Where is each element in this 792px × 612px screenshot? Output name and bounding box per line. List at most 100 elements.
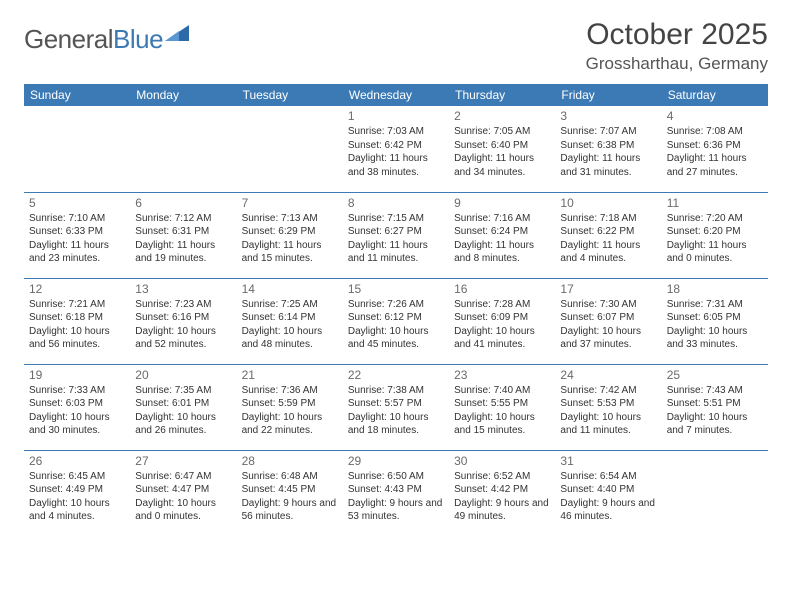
logo-triangle-icon <box>165 23 191 48</box>
sunrise-line: Sunrise: 7:26 AM <box>348 298 444 312</box>
sunset-line: Sunset: 4:43 PM <box>348 483 444 497</box>
calendar-header-row: SundayMondayTuesdayWednesdayThursdayFrid… <box>24 84 768 106</box>
calendar-day-cell: 31Sunrise: 6:54 AMSunset: 4:40 PMDayligh… <box>555 450 661 536</box>
calendar-day-cell: 8Sunrise: 7:15 AMSunset: 6:27 PMDaylight… <box>343 192 449 278</box>
weekday-header: Saturday <box>662 84 768 106</box>
sunset-line: Sunset: 6:40 PM <box>454 139 550 153</box>
day-number: 26 <box>29 454 125 468</box>
calendar-week-row: 19Sunrise: 7:33 AMSunset: 6:03 PMDayligh… <box>24 364 768 450</box>
sunrise-line: Sunrise: 6:45 AM <box>29 470 125 484</box>
month-title: October 2025 <box>586 18 768 52</box>
calendar-week-row: 12 Sunrise: 7:21 AMSunset: 6:18 PM Dayligh… <box>24 278 768 364</box>
daylight-line: Daylight: 10 hours and 45 minutes. <box>348 325 444 352</box>
sunrise-line: Sunrise: 7:15 AM <box>348 212 444 226</box>
sunrise-line: Sunrise: 7:30 AM <box>560 298 656 312</box>
sunset-line: Sunset: 6:33 PM <box>29 225 125 239</box>
calendar-day-cell: 4Sunrise: 7:08 AMSunset: 6:36 PMDaylight… <box>662 106 768 192</box>
daylight-line: Daylight: 10 hours and 30 minutes. <box>29 411 125 438</box>
sunrise-line: Sunrise: 6:52 AM <box>454 470 550 484</box>
sunrise-line: Sunrise: 7:35 AM <box>135 384 231 398</box>
sunrise-line: Sunrise: 6:50 AM <box>348 470 444 484</box>
day-number: 3 <box>560 109 656 123</box>
sunset-line: Sunset: 6:09 PM <box>454 311 550 325</box>
sunset-line: Sunset: 6:01 PM <box>135 397 231 411</box>
day-number: 31 <box>560 454 656 468</box>
daylight-line: Daylight: 10 hours and 48 minutes. <box>242 325 338 352</box>
calendar-day-cell: 30 Sunrise: 6:52 AMSunset: 4:42 PMDayligh… <box>449 450 555 536</box>
sunrise-line: Sunrise: 6:48 AM <box>242 470 338 484</box>
calendar-day-cell <box>662 450 768 536</box>
calendar-day-cell: 11Sunrise: 7:20 AMSunset: 6:20 PMDayligh… <box>662 192 768 278</box>
daylight-line: Daylight: 11 hours and 19 minutes. <box>135 239 231 266</box>
sunrise-line: Sunrise: 7:18 AM <box>560 212 656 226</box>
calendar-day-cell: 17Sunrise: 7:30 AMSunset: 6:07 PMDayligh… <box>555 278 661 364</box>
calendar-day-cell <box>237 106 343 192</box>
day-number: 22 <box>348 368 444 382</box>
calendar-week-row: 26Sunrise: 6:45 AMSunset: 4:49 PMDayligh… <box>24 450 768 536</box>
daylight-line: Daylight: 9 hours and 53 minutes. <box>348 497 444 524</box>
calendar-day-cell: 10Sunrise: 7:18 AMSunset: 6:22 PMDayligh… <box>555 192 661 278</box>
sunrise-line: Sunrise: 7:28 AM <box>454 298 550 312</box>
daylight-line: Daylight: 11 hours and 38 minutes. <box>348 152 444 179</box>
logo-word1: General <box>24 24 113 54</box>
day-number: 28 <box>242 454 338 468</box>
weekday-header: Thursday <box>449 84 555 106</box>
day-number: 21 <box>242 368 338 382</box>
day-number: 8 <box>348 196 444 210</box>
calendar-day-cell: 13Sunrise: 7:23 AMSunset: 6:16 PMDayligh… <box>130 278 236 364</box>
daylight-line: Daylight: 10 hours and 37 minutes. <box>560 325 656 352</box>
calendar-day-cell: 28Sunrise: 6:48 AMSunset: 4:45 PMDayligh… <box>237 450 343 536</box>
weekday-header: Sunday <box>24 84 130 106</box>
sunset-line: Sunset: 6:38 PM <box>560 139 656 153</box>
sunrise-line: Sunrise: 7:42 AM <box>560 384 656 398</box>
sunset-line: Sunset: 5:51 PM <box>667 397 763 411</box>
day-number: 6 <box>135 196 231 210</box>
day-number: 27 <box>135 454 231 468</box>
calendar-day-cell <box>24 106 130 192</box>
day-number: 5 <box>29 196 125 210</box>
weekday-header: Tuesday <box>237 84 343 106</box>
daylight-line: Daylight: 11 hours and 11 minutes. <box>348 239 444 266</box>
sunset-line: Sunset: 5:57 PM <box>348 397 444 411</box>
day-number: 12 <box>29 282 125 296</box>
daylight-line: Daylight: 10 hours and 11 minutes. <box>560 411 656 438</box>
calendar-day-cell: 15Sunrise: 7:26 AMSunset: 6:12 PMDayligh… <box>343 278 449 364</box>
sunset-line: Sunset: 6:05 PM <box>667 311 763 325</box>
sunset-line: Sunset: 6:18 PM <box>29 311 125 325</box>
daylight-line: Daylight: 10 hours and 18 minutes. <box>348 411 444 438</box>
sunrise-line: Sunrise: 7:21 AM <box>29 298 125 312</box>
day-number: 1 <box>348 109 444 123</box>
calendar-day-cell: 23Sunrise: 7:40 AMSunset: 5:55 PMDayligh… <box>449 364 555 450</box>
daylight-line: Daylight: 11 hours and 31 minutes. <box>560 152 656 179</box>
sunset-line: Sunset: 6:31 PM <box>135 225 231 239</box>
calendar-day-cell: 14Sunrise: 7:25 AMSunset: 6:14 PMDayligh… <box>237 278 343 364</box>
sunrise-line: Sunrise: 7:07 AM <box>560 125 656 139</box>
sunrise-line: Sunrise: 7:10 AM <box>29 212 125 226</box>
weekday-header: Wednesday <box>343 84 449 106</box>
sunrise-line: Sunrise: 7:12 AM <box>135 212 231 226</box>
sunrise-line: Sunrise: 7:38 AM <box>348 384 444 398</box>
daylight-line: Daylight: 10 hours and 52 minutes. <box>135 325 231 352</box>
calendar-day-cell: 3 Sunrise: 7:07 AMSunset: 6:38 PMDaylight… <box>555 106 661 192</box>
daylight-line: Daylight: 11 hours and 15 minutes. <box>242 239 338 266</box>
day-number: 16 <box>454 282 550 296</box>
day-number: 24 <box>560 368 656 382</box>
day-number: 20 <box>135 368 231 382</box>
daylight-line: Daylight: 9 hours and 49 minutes. <box>454 497 550 524</box>
day-number: 14 <box>242 282 338 296</box>
day-number: 17 <box>560 282 656 296</box>
day-number: 11 <box>667 196 763 210</box>
calendar-week-row: 1Sunrise: 7:03 AMSunset: 6:42 PMDaylight… <box>24 106 768 192</box>
sunset-line: Sunset: 5:55 PM <box>454 397 550 411</box>
sunrise-line: Sunrise: 6:54 AM <box>560 470 656 484</box>
calendar-day-cell: 19Sunrise: 7:33 AMSunset: 6:03 PMDayligh… <box>24 364 130 450</box>
sunset-line: Sunset: 4:42 PM <box>454 483 550 497</box>
day-number: 30 <box>454 454 550 468</box>
calendar-day-cell: 20Sunrise: 7:35 AMSunset: 6:01 PMDayligh… <box>130 364 236 450</box>
calendar-day-cell: 26Sunrise: 6:45 AMSunset: 4:49 PMDayligh… <box>24 450 130 536</box>
day-number: 2 <box>454 109 550 123</box>
calendar-day-cell: 9Sunrise: 7:16 AMSunset: 6:24 PMDaylight… <box>449 192 555 278</box>
sunset-line: Sunset: 6:22 PM <box>560 225 656 239</box>
sunset-line: Sunset: 6:03 PM <box>29 397 125 411</box>
daylight-line: Daylight: 9 hours and 46 minutes. <box>560 497 656 524</box>
